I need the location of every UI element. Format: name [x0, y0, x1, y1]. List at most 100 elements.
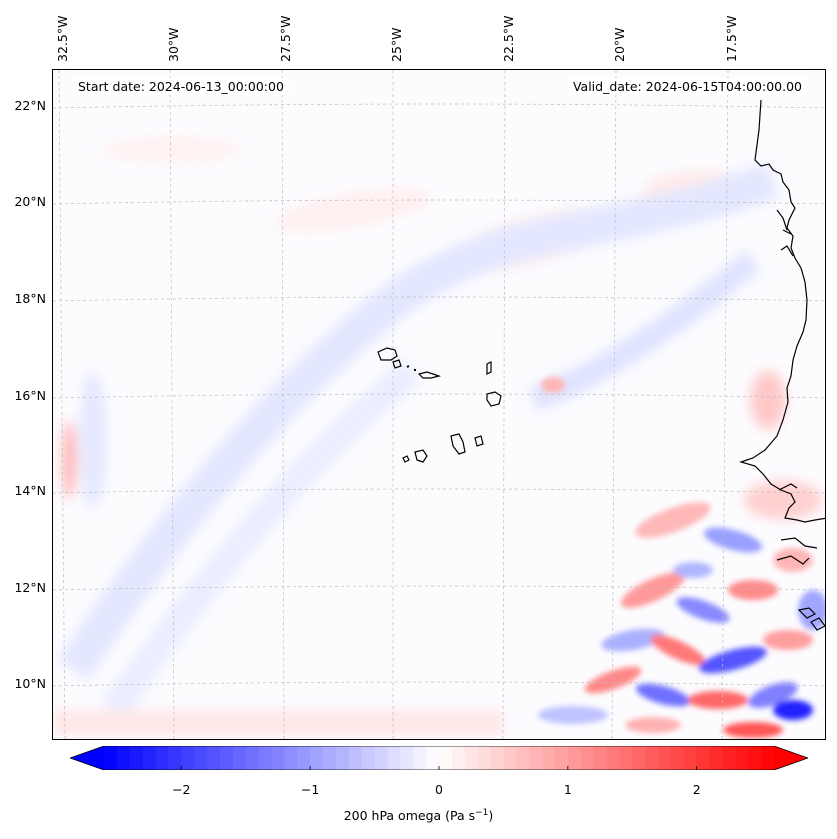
colorbar-swatch [335, 746, 350, 770]
lon-label-17-5w: 17.5°W [724, 15, 739, 62]
colorbar-swatch [181, 746, 195, 770]
colorbar-swatch [310, 746, 324, 770]
santiago-island [450, 433, 466, 455]
brava-island [402, 455, 410, 463]
colorbar-swatch [464, 746, 479, 770]
colorbar-swatch [567, 746, 582, 770]
colorbar-tick-label-1: 1 [563, 782, 572, 797]
colorbar-swatch [194, 746, 208, 770]
colorbar-swatch [284, 746, 298, 770]
coast-inlet [776, 209, 794, 257]
colorbar-swatch [155, 746, 170, 770]
colorbar-swatch [258, 746, 273, 770]
colorbar-min-extend [70, 746, 104, 770]
colorbar-swatch [271, 746, 285, 770]
colorbar-swatch [426, 746, 440, 770]
lat-label-12n: 12°N [14, 580, 46, 595]
colorbar-swatch [116, 746, 131, 770]
sal-island [486, 361, 492, 375]
colorbar-swatch [503, 746, 517, 770]
lat-label-14n: 14°N [14, 483, 46, 498]
sao-nicolau-island [417, 371, 442, 379]
senegal-river-mouths [776, 483, 818, 565]
colorbar-swatch [542, 746, 556, 770]
colorbar-swatch [400, 746, 414, 770]
lat-label-18n: 18°N [14, 291, 46, 306]
colorbar-swatch [645, 746, 659, 770]
omega-field-svg [53, 70, 825, 739]
colorbar-title: 200 hPa omega (Pa s−1) [0, 808, 837, 823]
islet [406, 365, 416, 371]
lon-label-22-5w: 22.5°W [501, 15, 516, 62]
lat-label-16n: 16°N [14, 388, 46, 403]
colorbar-swatch [658, 746, 672, 770]
colorbar-swatch [361, 746, 376, 770]
lon-label-27-5w: 27.5°W [278, 15, 293, 62]
lat-label-22n: 22°N [14, 98, 46, 113]
colorbar-swatch [490, 746, 505, 770]
colorbar-tick-label-2: 2 [692, 782, 701, 797]
omega-convective-cells [538, 377, 825, 738]
sao-vicente-island [392, 359, 402, 369]
map-gridlines [53, 70, 825, 739]
colorbar-title-main: 200 hPa omega (Pa s [343, 808, 476, 824]
coastline [377, 99, 825, 631]
boa-vista-island [486, 391, 502, 407]
colorbar-swatch [735, 746, 749, 770]
santo-antao-island [377, 347, 398, 361]
colorbar-swatch [245, 746, 260, 770]
colorbar-max-extend [774, 746, 808, 770]
colorbar-swatch [129, 746, 144, 770]
colorbar [70, 746, 808, 770]
colorbar-swatch [696, 746, 711, 770]
colorbar-swatch [439, 746, 453, 770]
colorbar-swatch [748, 746, 762, 770]
start-date-label: Start date: 2024-06-13_00:00:00 [73, 78, 289, 95]
lon-label-30w: 30°W [166, 27, 181, 62]
colorbar-swatch [477, 746, 492, 770]
colorbar-swatch [323, 746, 337, 770]
valid-date-label: Valid_date: 2024-06-15T04:00:00.00 [567, 78, 807, 95]
colorbar-title-close: ) [488, 808, 494, 824]
colorbar-swatch [451, 746, 466, 770]
colorbar-tick-label-minus-2: −2 [172, 782, 191, 797]
colorbar-swatch [761, 746, 775, 770]
colorbar-swatch [142, 746, 157, 770]
colorbar-swatch [207, 746, 221, 770]
omega-map [52, 69, 826, 740]
colorbar-swatch [232, 746, 247, 770]
lat-label-20n: 20°N [14, 194, 46, 209]
colorbar-swatch [413, 746, 427, 770]
colorbar-tick-label-minus-1: −1 [300, 782, 320, 797]
colorbar-swatch [580, 746, 595, 770]
colorbar-swatch [632, 746, 646, 770]
colorbar-swatch [593, 746, 608, 770]
colorbar-swatch [619, 746, 633, 770]
lat-label-10n: 10°N [14, 676, 46, 691]
maio-island [474, 435, 484, 447]
colorbar-swatch [387, 746, 401, 770]
colorbar-tick-label-0: 0 [435, 782, 443, 797]
fogo-island [414, 449, 428, 463]
colorbar-swatch [219, 746, 234, 770]
colorbar-title-exponent: −1 [475, 808, 489, 818]
lon-label-25w: 25°W [389, 27, 404, 62]
colorbar-swatch [722, 746, 736, 770]
colorbar-swatch [670, 746, 685, 770]
colorbar-swatch [516, 746, 530, 770]
colorbar-swatch [297, 746, 311, 770]
colorbar-swatch [683, 746, 698, 770]
colorbar-swatch [348, 746, 363, 770]
lon-label-20w: 20°W [612, 27, 627, 62]
african-coastline [738, 99, 825, 523]
colorbar-swatch [529, 746, 543, 770]
colorbar-swatch [606, 746, 620, 770]
colorbar-swatch [374, 746, 389, 770]
colorbar-swatch [104, 746, 118, 770]
colorbar-swatch [709, 746, 724, 770]
colorbar-swatch [554, 746, 569, 770]
guinea-bissau-islands [797, 607, 825, 631]
colorbar-swatch [168, 746, 182, 770]
omega-field-background [53, 70, 825, 739]
lon-label-32-5w: 32.5°W [55, 15, 70, 62]
